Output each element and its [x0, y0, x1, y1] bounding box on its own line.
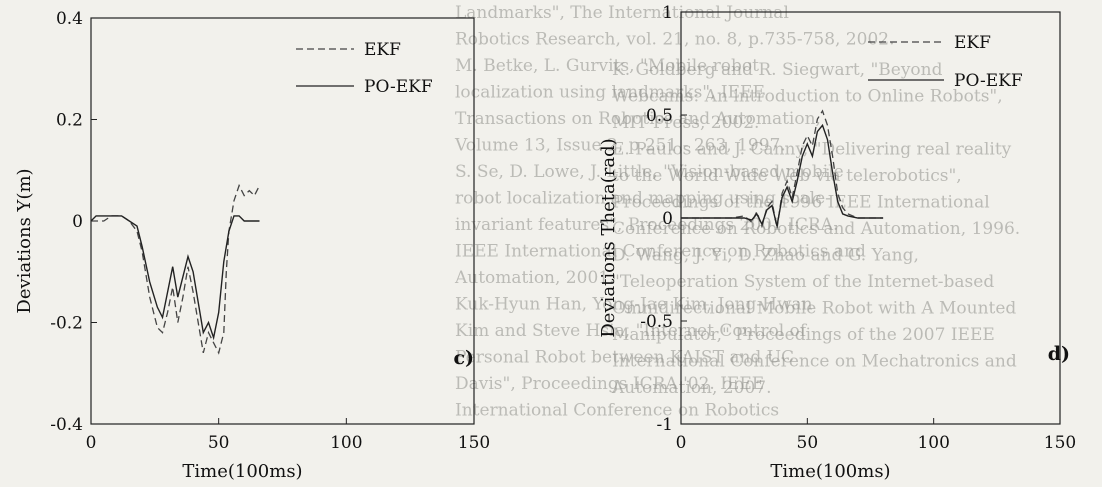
series-line-po-ekf	[681, 123, 884, 227]
series-line-po-ekf	[90, 215, 260, 341]
x-tick-label: 0	[676, 433, 687, 453]
series-line-ekf	[91, 183, 261, 355]
background-text-line: Omnidirectional Mobile Robot with A Moun…	[612, 299, 1016, 319]
y-tick-label: -1	[656, 415, 673, 435]
legend-label: PO-EKF	[954, 71, 1023, 91]
background-text-line: Personal Robot between KAIST and UC	[455, 348, 794, 368]
background-text-line: MIT Press, 2002.	[612, 113, 759, 133]
legend-label: EKF	[954, 33, 991, 53]
y-axis-label: Deviations Theta(rad)	[598, 138, 619, 337]
background-text-line: Robotics Research, vol. 21, no. 8, p.735…	[455, 30, 895, 50]
background-text-line: Webcams: An introduction to Online Robot…	[612, 87, 1003, 107]
background-text: Landmarks", The International Journal Rob…	[454, 3, 1020, 421]
background-text-line: "Teleoperation System of the Internet-ba…	[612, 272, 994, 292]
background-text-line: E. Paulos and J. Canny, "Delivering real…	[612, 140, 1012, 160]
background-text-line: Manipulator," Proceedings of the 2007 IE…	[612, 325, 995, 345]
y-tick-label: 0.5	[646, 106, 673, 126]
chart-panel-d: 0 50 100 150 -1 -0.5 0 0.5 1 Time(100ms) Deviation…	[598, 3, 1076, 482]
background-text-line: K. Goldberg and R. Siegwart, "Beyond	[612, 60, 943, 80]
x-tick-label: 150	[458, 433, 490, 453]
background-text-line: M. Betke, L. Gurvits, "Mobile robot	[455, 56, 759, 76]
background-text-line: Kuk-Hyun Han, Yong-Jae Kim, Jong-Hwan	[455, 295, 813, 315]
y-axis-label: Deviations Y(m)	[14, 168, 35, 313]
background-text-line: Proceedings of the 1996 IEEE Internation…	[612, 193, 990, 213]
background-text-line: Automation, 2001.	[454, 268, 614, 288]
background-text-line: Davis", Proceedings ICRA '02. IEEE	[455, 374, 764, 394]
background-text-line: Landmarks", The International Journal	[455, 3, 789, 23]
background-text-line: Volume 13, Issue 2, p.251 - 263, 1997.	[454, 136, 786, 156]
x-tick-label: 50	[797, 433, 819, 453]
background-text-line: invariant features", Proceedings 2001 IC…	[455, 215, 838, 235]
background-text-line: International Conference on Robotics	[455, 401, 779, 421]
background-text-line: Kim and Steve Hsia, "Internet Control of	[455, 321, 808, 341]
panel-label: c)	[453, 347, 474, 369]
y-tick-label: -0.5	[640, 312, 673, 332]
background-text-line: International Conference on Mechatronics…	[612, 352, 1017, 372]
x-tick-label: 100	[917, 433, 949, 453]
y-tick-label: 1	[662, 3, 673, 23]
y-tick-label: -0.2	[50, 314, 83, 334]
background-text-line: D. Wang, J. Yi, D. Zhao and G. Yang,	[612, 246, 919, 266]
background-text-line: robot localization and mapping using sca…	[455, 189, 831, 209]
background-text-line: Automation, 2007.	[611, 378, 771, 398]
y-tick-label: 0.4	[56, 9, 83, 29]
x-tick-label: 0	[86, 433, 97, 453]
background-text-line: localization using landmarks", IEEE	[455, 83, 765, 103]
chart-panel-c: 0 50 100 150 -0.4 -0.2 0 0.2 0.4 Time(100ms) Devia…	[14, 9, 490, 482]
y-tick-label: 0	[72, 212, 83, 232]
background-text-line: S. Se, D. Lowe, J. Little, "Vision-based…	[455, 162, 844, 182]
background-text-line: Transactions on Robotics and Automation,	[455, 109, 821, 129]
x-tick-label: 50	[208, 433, 230, 453]
x-tick-label: 100	[330, 433, 362, 453]
x-tick-label: 150	[1044, 433, 1076, 453]
x-axis-label: Time(100ms)	[182, 461, 302, 482]
background-text-line: IEEE International Conference on Robotic…	[455, 242, 866, 262]
y-tick-label: 0.2	[56, 111, 83, 131]
series-line-ekf	[681, 109, 884, 229]
legend-label: PO-EKF	[364, 77, 433, 97]
legend-label: EKF	[364, 40, 401, 60]
x-axis-label: Time(100ms)	[770, 461, 890, 482]
panel-label: d)	[1048, 343, 1070, 365]
background-text-line: Conference on Robotics and Automation, 1…	[612, 219, 1020, 239]
y-tick-label: 0	[662, 209, 673, 229]
background-text-line: to the World Wide Web via telerobotics",	[612, 166, 962, 186]
y-tick-label: -0.4	[50, 415, 83, 435]
